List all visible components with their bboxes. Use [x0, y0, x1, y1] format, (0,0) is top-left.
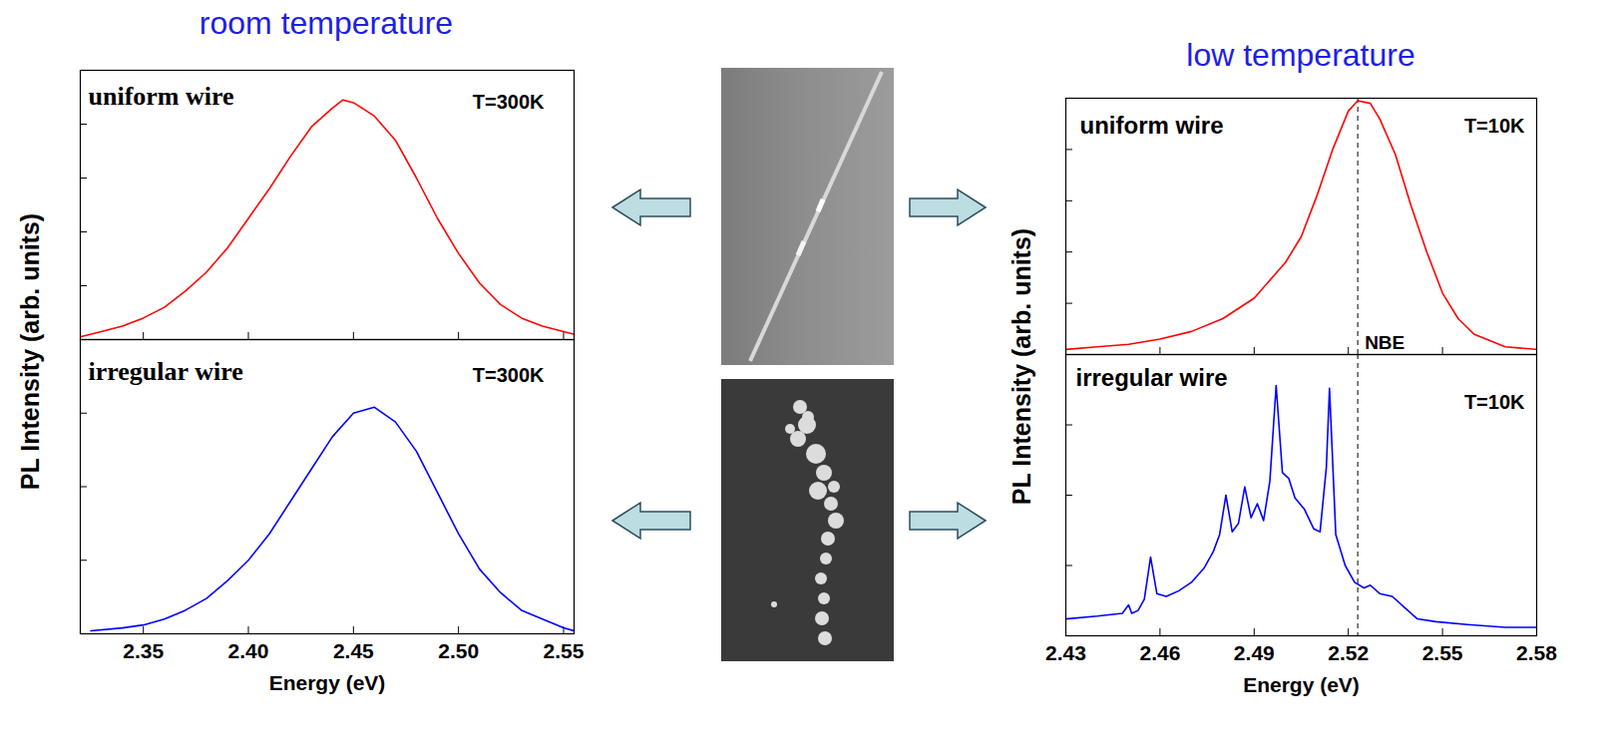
- svg-text:Energy (eV): Energy (eV): [1242, 673, 1360, 697]
- svg-text:low temperature: low temperature: [1186, 36, 1415, 73]
- svg-text:2.40: 2.40: [228, 639, 270, 663]
- svg-text:uniform wire: uniform wire: [88, 81, 235, 111]
- svg-text:2.49: 2.49: [1233, 641, 1275, 665]
- svg-text:2.46: 2.46: [1139, 641, 1181, 665]
- svg-text:uniform wire: uniform wire: [1080, 111, 1224, 139]
- svg-text:2.55: 2.55: [1422, 641, 1464, 665]
- svg-text:2.43: 2.43: [1045, 641, 1087, 665]
- svg-text:2.45: 2.45: [333, 639, 375, 663]
- svg-text:2.58: 2.58: [1516, 641, 1558, 665]
- svg-text:T=10K: T=10K: [1464, 114, 1526, 137]
- svg-text:irregular wire: irregular wire: [1076, 364, 1228, 392]
- svg-text:room temperature: room temperature: [199, 4, 453, 41]
- svg-text:irregular wire: irregular wire: [88, 357, 244, 387]
- svg-text:2.50: 2.50: [437, 639, 479, 663]
- svg-text:T=10K: T=10K: [1464, 391, 1526, 413]
- svg-text:Energy (eV): Energy (eV): [269, 671, 387, 695]
- svg-text:PL Intensity (arb. units): PL Intensity (arb. units): [15, 213, 44, 490]
- svg-text:NBE: NBE: [1364, 332, 1405, 354]
- svg-text:2.52: 2.52: [1327, 641, 1369, 665]
- svg-text:T=300K: T=300K: [472, 364, 545, 387]
- svg-text:2.55: 2.55: [543, 639, 585, 663]
- svg-text:T=300K: T=300K: [472, 90, 545, 113]
- svg-text:2.35: 2.35: [122, 639, 164, 663]
- svg-text:PL Intensity (arb. units): PL Intensity (arb. units): [1007, 228, 1036, 505]
